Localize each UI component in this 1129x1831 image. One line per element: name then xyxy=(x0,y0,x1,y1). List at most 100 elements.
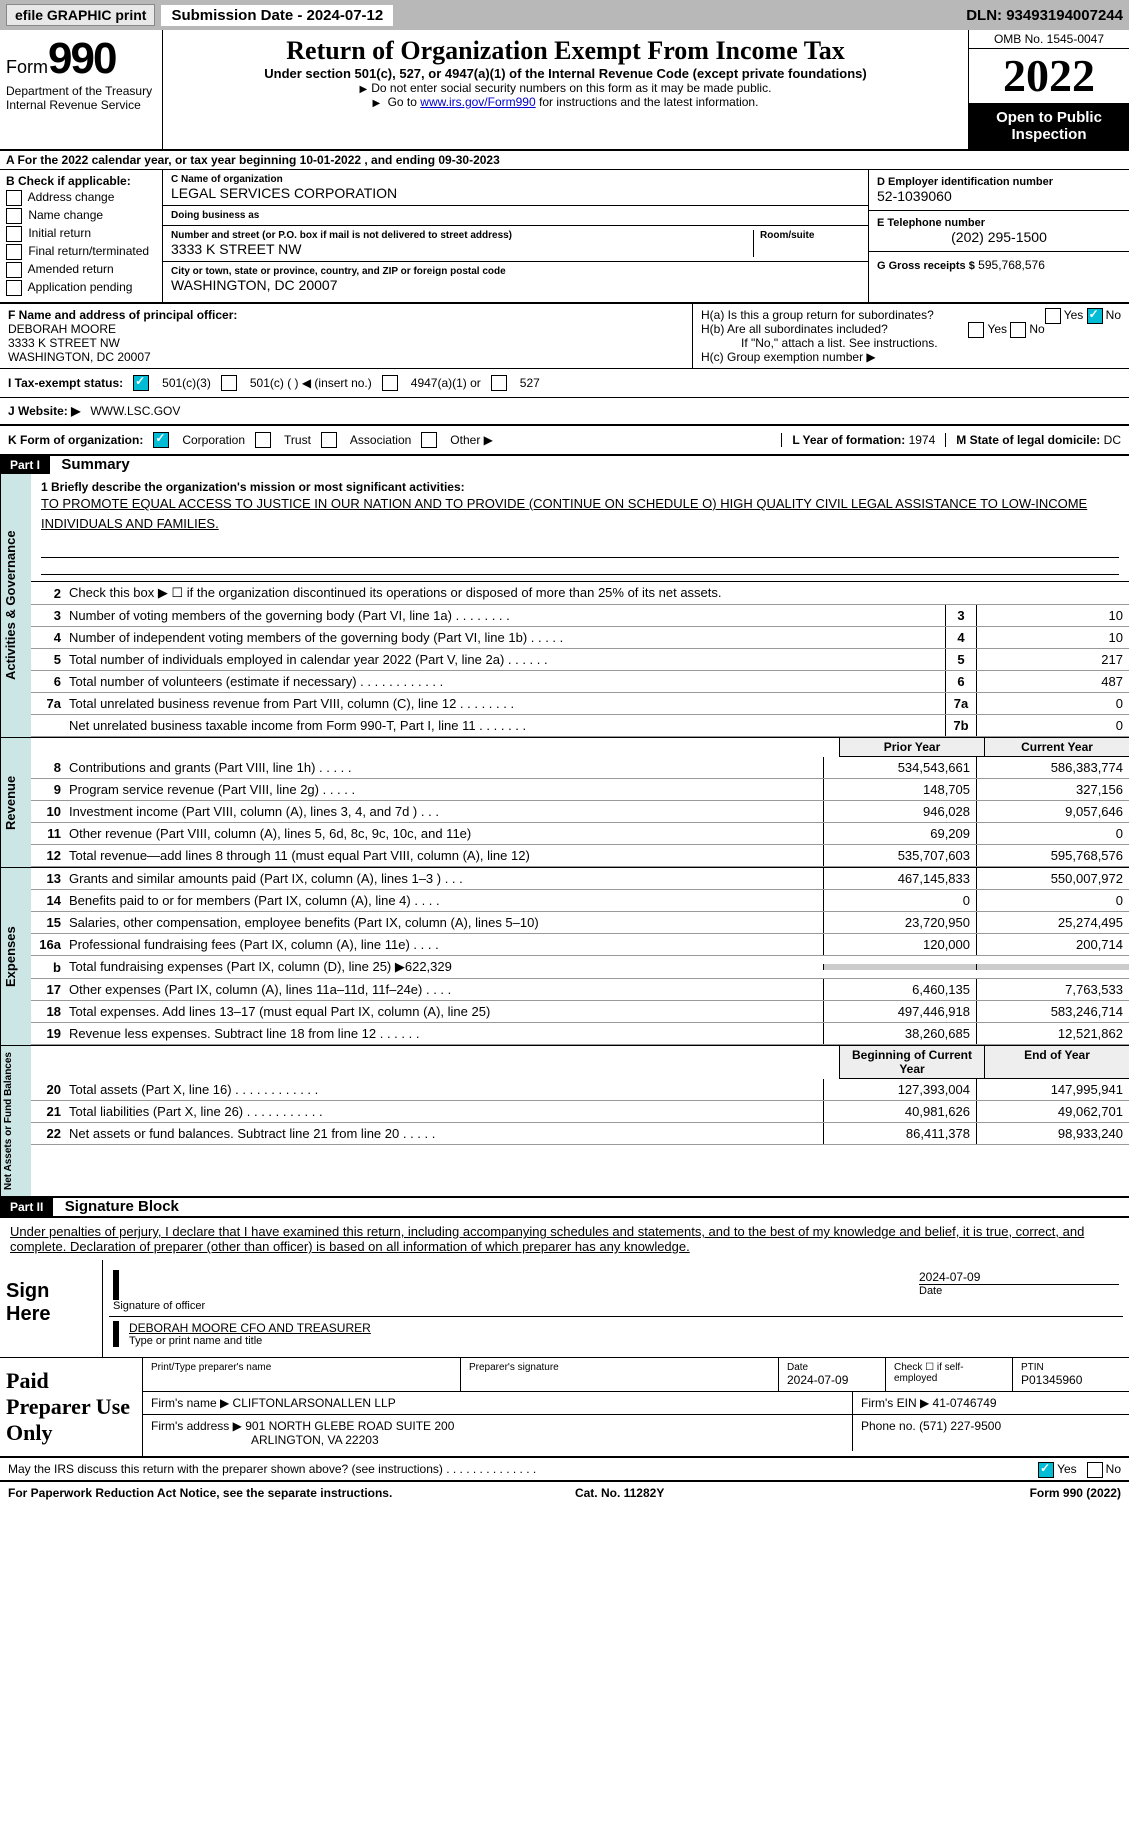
527-checkbox[interactable] xyxy=(491,375,507,391)
tax-year: 2022 xyxy=(969,49,1129,103)
ein-value: 52-1039060 xyxy=(877,188,1121,204)
hb-no-checkbox[interactable] xyxy=(1010,322,1026,338)
side-expenses: Expenses xyxy=(0,868,31,1045)
submission-date: Submission Date - 2024-07-12 xyxy=(161,5,393,26)
part2-badge: Part II xyxy=(0,1198,53,1216)
ha-no-checkbox[interactable] xyxy=(1087,308,1103,324)
info-grid: B Check if applicable: Address change Na… xyxy=(0,170,1129,304)
sign-here-block: Sign Here Signature of officer 2024-07-0… xyxy=(0,1260,1129,1358)
checkbox[interactable] xyxy=(6,244,22,260)
mission-text: TO PROMOTE EQUAL ACCESS TO JUSTICE IN OU… xyxy=(41,494,1119,533)
trust-checkbox[interactable] xyxy=(255,432,271,448)
table-row: 4Number of independent voting members of… xyxy=(31,627,1129,649)
table-row: 19Revenue less expenses. Subtract line 1… xyxy=(31,1023,1129,1045)
firm-phone: (571) 227-9500 xyxy=(919,1419,1001,1433)
table-row: 17Other expenses (Part IX, column (A), l… xyxy=(31,979,1129,1001)
officer-printed-name: DEBORAH MOORE CFO AND TREASURER xyxy=(129,1321,1119,1335)
table-row: 11Other revenue (Part VIII, column (A), … xyxy=(31,823,1129,845)
firm-ein: 41-0746749 xyxy=(933,1396,997,1410)
table-row: 14Benefits paid to or for members (Part … xyxy=(31,890,1129,912)
print-name-label: Type or print name and title xyxy=(129,1335,1119,1347)
org-name: LEGAL SERVICES CORPORATION xyxy=(171,185,860,201)
paid-preparer-block: Paid Preparer Use Only Print/Type prepar… xyxy=(0,1358,1129,1458)
ein-label: D Employer identification number xyxy=(877,176,1121,188)
part2-header-row: Part II Signature Block xyxy=(0,1198,1129,1216)
firm-name: CLIFTONLARSONALLEN LLP xyxy=(233,1396,396,1410)
ha-yes-checkbox[interactable] xyxy=(1045,308,1061,324)
checkbox[interactable] xyxy=(6,280,22,296)
hb-yes-checkbox[interactable] xyxy=(968,322,984,338)
table-row: 21Total liabilities (Part X, line 26) . … xyxy=(31,1101,1129,1123)
discuss-yes-checkbox[interactable] xyxy=(1038,1462,1054,1478)
table-row: 18Total expenses. Add lines 13–17 (must … xyxy=(31,1001,1129,1023)
checkbox[interactable] xyxy=(6,208,22,224)
paid-preparer-label: Paid Preparer Use Only xyxy=(0,1358,143,1456)
efile-button[interactable]: efile GRAPHIC print xyxy=(6,4,155,26)
website-value: WWW.LSC.GOV xyxy=(90,404,180,418)
boy-header: Beginning of Current Year xyxy=(839,1046,984,1079)
table-row: 20Total assets (Part X, line 16) . . . .… xyxy=(31,1079,1129,1101)
note-ssn: Do not enter social security numbers on … xyxy=(169,81,962,95)
open-to-public: Open to Public Inspection xyxy=(969,103,1129,149)
declaration: Under penalties of perjury, I declare th… xyxy=(0,1216,1129,1260)
tel-label: E Telephone number xyxy=(877,217,1121,229)
side-governance: Activities & Governance xyxy=(0,474,31,737)
corp-checkbox[interactable] xyxy=(153,432,169,448)
part1-title: Summary xyxy=(61,456,129,473)
gross-value: 595,768,576 xyxy=(978,258,1045,272)
line1-label: 1 Briefly describe the organization's mi… xyxy=(41,480,1119,494)
side-netassets: Net Assets or Fund Balances xyxy=(0,1046,31,1196)
checkbox[interactable] xyxy=(6,262,22,278)
table-row: 12Total revenue—add lines 8 through 11 (… xyxy=(31,845,1129,867)
form-subtitle: Under section 501(c), 527, or 4947(a)(1)… xyxy=(169,66,962,81)
table-row: Net unrelated business taxable income fr… xyxy=(31,715,1129,737)
501c-checkbox[interactable] xyxy=(221,375,237,391)
top-bar: efile GRAPHIC print Submission Date - 20… xyxy=(0,0,1129,30)
eoy-header: End of Year xyxy=(984,1046,1129,1079)
cat-no: Cat. No. 11282Y xyxy=(575,1486,664,1500)
officer-label: F Name and address of principal officer: xyxy=(8,308,684,322)
city-value: WASHINGTON, DC 20007 xyxy=(171,277,860,293)
footer: For Paperwork Reduction Act Notice, see … xyxy=(0,1482,1129,1504)
sig-date: 2024-07-09 xyxy=(919,1270,1119,1284)
table-row: 7aTotal unrelated business revenue from … xyxy=(31,693,1129,715)
addr-value: 3333 K STREET NW xyxy=(171,241,753,257)
form-prefix: Form xyxy=(6,57,48,77)
assoc-checkbox[interactable] xyxy=(321,432,337,448)
dln: DLN: 93493194007244 xyxy=(966,7,1123,24)
row-i: I Tax-exempt status: 501(c)(3) 501(c) ( … xyxy=(0,369,1129,398)
table-row: 15Salaries, other compensation, employee… xyxy=(31,912,1129,934)
table-row: 10Investment income (Part VIII, column (… xyxy=(31,801,1129,823)
paperwork-notice: For Paperwork Reduction Act Notice, see … xyxy=(8,1486,392,1500)
4947-checkbox[interactable] xyxy=(382,375,398,391)
table-row: bTotal fundraising expenses (Part IX, co… xyxy=(31,956,1129,979)
part1-badge: Part I xyxy=(0,456,50,474)
city-label: City or town, state or province, country… xyxy=(171,266,860,277)
section-a: A For the 2022 calendar year, or tax yea… xyxy=(0,151,1129,170)
table-row: 16aProfessional fundraising fees (Part I… xyxy=(31,934,1129,956)
firm-addr2: ARLINGTON, VA 22203 xyxy=(151,1433,844,1447)
gross-label: G Gross receipts $ xyxy=(877,260,975,272)
officer-addr2: WASHINGTON, DC 20007 xyxy=(8,350,684,364)
checkbox[interactable] xyxy=(6,226,22,242)
discuss-row: May the IRS discuss this return with the… xyxy=(0,1458,1129,1482)
part2-title: Signature Block xyxy=(65,1198,179,1215)
501c3-checkbox[interactable] xyxy=(133,375,149,391)
dba-label: Doing business as xyxy=(171,210,860,221)
col-b-title: B Check if applicable: xyxy=(6,174,156,188)
row-k: K Form of organization: Corporation Trus… xyxy=(0,426,1129,456)
discuss-no-checkbox[interactable] xyxy=(1087,1462,1103,1478)
checkbox[interactable] xyxy=(6,190,22,206)
other-checkbox[interactable] xyxy=(421,432,437,448)
side-revenue: Revenue xyxy=(0,738,31,867)
form-number: 990 xyxy=(48,34,115,83)
table-row: 5Total number of individuals employed in… xyxy=(31,649,1129,671)
irs-link[interactable]: www.irs.gov/Form990 xyxy=(420,95,535,109)
form-title: Return of Organization Exempt From Incom… xyxy=(169,36,962,66)
prior-year-header: Prior Year xyxy=(839,738,984,757)
row-f: F Name and address of principal officer:… xyxy=(0,304,1129,369)
date-label: Date xyxy=(919,1284,1119,1297)
table-row: 9Program service revenue (Part VIII, lin… xyxy=(31,779,1129,801)
sig-officer-label: Signature of officer xyxy=(113,1300,911,1312)
officer-addr1: 3333 K STREET NW xyxy=(8,336,684,350)
